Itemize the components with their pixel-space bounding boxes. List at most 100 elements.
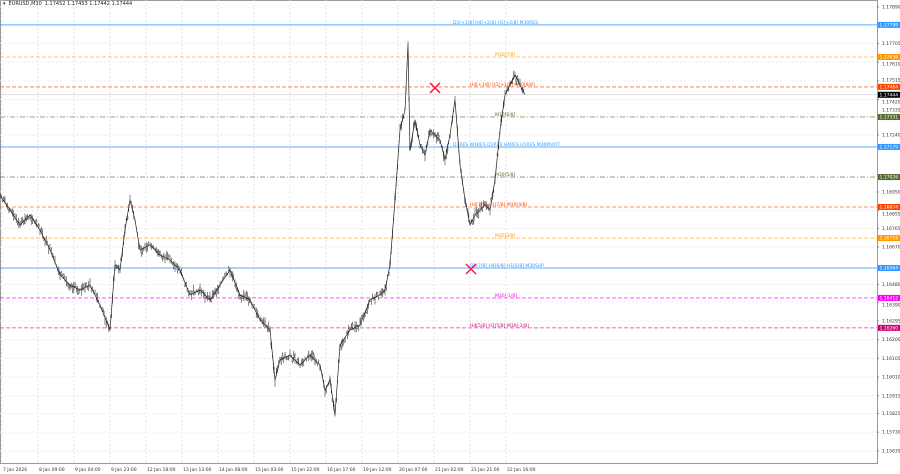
- candle-body: [30, 217, 32, 222]
- candle-body: [184, 283, 186, 288]
- y-tick-label: 1.17515: [882, 77, 900, 83]
- level-label: D1RES W1RES D1RES H4RES H1RES M30PIVOT: [453, 142, 560, 148]
- y-tick-label: 1.15915: [882, 393, 900, 399]
- level-price-tag-text: 1.17331: [880, 115, 899, 121]
- level-label: H4[5/8] H1[5/8] M30[-2/8]: [470, 323, 529, 329]
- level-price-tag: [878, 294, 900, 301]
- candle-body: [293, 354, 295, 358]
- level-price-tag: [878, 174, 900, 181]
- x-tick-label: 22 Jan 16:00: [507, 467, 536, 473]
- y-tick-label: 1.15825: [882, 411, 900, 417]
- level-price-tag-text: 1.16564: [880, 266, 899, 272]
- y-tick-label: 1.16200: [882, 337, 900, 343]
- candle-body: [281, 354, 284, 359]
- level-label: M30[6/8]: [495, 112, 516, 118]
- level-label: M30[5/8]: [495, 172, 516, 178]
- candle-body: [313, 354, 315, 358]
- candle-body: [69, 286, 71, 290]
- symbol-timeframe: EURUSD,M30: [8, 1, 42, 7]
- level-price-tag: [878, 324, 900, 331]
- x-tick-label: 20 Jan 07:00: [399, 467, 428, 473]
- y-tick-label: 1.16670: [882, 245, 900, 251]
- candle-body: [291, 358, 294, 362]
- y-tick-label: 1.16295: [882, 318, 900, 324]
- ohlc-quote: 1.17452 1.17453 1.17442 1.17444: [44, 1, 133, 7]
- candle-body: [484, 201, 486, 205]
- x-tick-label: 21 Jan 21:00: [471, 467, 500, 473]
- level-price-tag: [878, 53, 900, 60]
- y-tick-label: 1.17335: [882, 108, 900, 114]
- x-tick-label: 15 Jan 03:00: [255, 467, 284, 473]
- level-price-tag: [878, 235, 900, 242]
- candle-body: [63, 274, 65, 278]
- candle-body: [239, 295, 241, 299]
- y-tick-label: 1.17240: [882, 132, 900, 138]
- plot-area: [0, 0, 878, 464]
- cross-marker-icon: [429, 82, 441, 94]
- x-tick-label: 14 Jan 08:00: [219, 467, 248, 473]
- cross-stroke: [429, 82, 441, 94]
- y-tick-label: 1.16010: [882, 375, 900, 381]
- level-price-tag-text: 1.17179: [880, 145, 899, 151]
- y-tick-label: 1.16765: [882, 226, 900, 232]
- x-tick-label: 13 Jan 13:00: [183, 467, 212, 473]
- candle-body: [284, 353, 286, 358]
- price-line: [0, 44, 526, 416]
- candle-body: [85, 283, 87, 287]
- candle-body: [515, 78, 517, 83]
- candle-body: [264, 320, 266, 325]
- level-label: D1[+1/8] H4[+2/8] H1[+2/8] M30RES: [453, 20, 538, 26]
- candle-body: [224, 273, 226, 277]
- level-price-tag: [878, 83, 900, 90]
- level-price-tag: [878, 265, 900, 272]
- x-tick-label: 9 Jan 04:00: [75, 467, 101, 473]
- x-tick-label: 7 Jan 2026: [3, 467, 27, 473]
- y-tick-label: 1.15635: [882, 448, 900, 454]
- candle-body: [248, 299, 250, 303]
- y-tick-label: 1.16480: [882, 282, 900, 288]
- x-tick-label: 12 Jan 18:00: [147, 467, 176, 473]
- level-price-tag: [878, 114, 900, 121]
- chart-header: ▾ EURUSD,M30 1.17452 1.17453 1.17442 1.174…: [3, 1, 135, 7]
- level-price-tag-text: 1.17026: [880, 175, 899, 181]
- level-price-tag-text: 1.17484: [880, 85, 899, 91]
- y-tick-label: 1.17705: [882, 41, 900, 47]
- level-price-tag-text: 1.16412: [880, 296, 899, 302]
- candle-body: [438, 135, 440, 139]
- candle-body: [280, 359, 282, 363]
- cross-marker-icon: [465, 263, 477, 275]
- candle-body: [66, 283, 69, 287]
- level-price-tag: [878, 143, 900, 150]
- x-tick-label: 8 Jan 09:00: [39, 467, 65, 473]
- triangle-down-icon[interactable]: ▾: [3, 1, 6, 7]
- candle-body: [74, 283, 76, 287]
- level-label: H4[+1/8] H1[+1/8] M30[8/8]: [470, 82, 535, 88]
- candle-body: [38, 223, 40, 228]
- candle-body: [228, 267, 230, 272]
- level-label: H4[7/8] H1[7/8] M30[4/8]: [470, 202, 527, 208]
- candle-body: [354, 324, 356, 329]
- candle-body: [60, 271, 62, 276]
- level-price-tag-text: 1.16874: [880, 205, 899, 211]
- candle-body: [344, 338, 346, 342]
- level-price-tag: [878, 21, 900, 28]
- level-price-tag-text: 1.17799: [880, 23, 899, 29]
- y-tick-label: 1.16950: [882, 190, 900, 196]
- cross-stroke: [465, 263, 477, 275]
- level-price-tag-text: 1.16260: [880, 325, 899, 331]
- level-label: M30[-1/8]: [495, 293, 517, 299]
- candle-body: [8, 209, 10, 213]
- x-tick-label: 21 Jan 02:00: [435, 467, 464, 473]
- y-tick-label: 1.15730: [882, 430, 900, 436]
- candle-body: [68, 284, 70, 288]
- x-tick-label: 19 Jan 12:00: [363, 467, 392, 473]
- y-tick-label: 1.17610: [882, 61, 900, 67]
- x-tick-label: 9 Jan 23:00: [111, 467, 137, 473]
- candle-body: [351, 324, 354, 328]
- current-price-tag: [878, 91, 900, 98]
- x-tick-label: 16 Jan 17:00: [327, 467, 356, 473]
- candle-body: [311, 353, 314, 357]
- y-tick-label: 1.17890: [882, 5, 900, 11]
- candle-body: [73, 285, 75, 290]
